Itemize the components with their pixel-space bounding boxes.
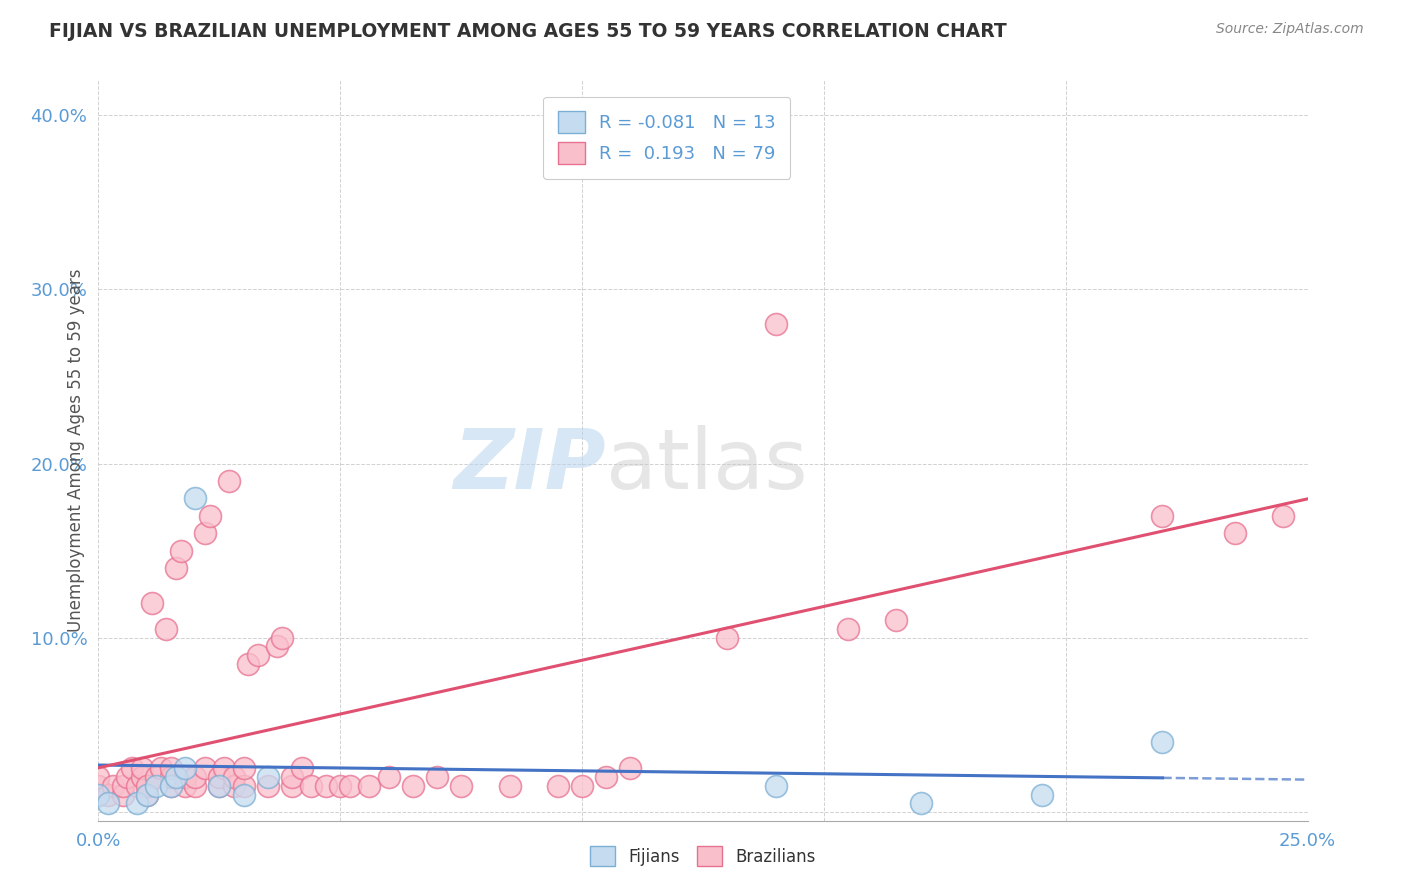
Point: [402, 779, 425, 793]
Point: [668, 143, 690, 157]
Point: [1223, 526, 1246, 541]
Point: [256, 770, 278, 784]
Point: [194, 761, 217, 775]
Legend: R = -0.081   N = 13, R =  0.193   N = 79: R = -0.081 N = 13, R = 0.193 N = 79: [543, 96, 790, 178]
Point: [299, 779, 322, 793]
Point: [571, 779, 593, 793]
Y-axis label: Unemployment Among Ages 55 to 59 years: Unemployment Among Ages 55 to 59 years: [66, 268, 84, 632]
Point: [194, 526, 217, 541]
Point: [87, 788, 110, 802]
Point: [150, 761, 173, 775]
Point: [121, 761, 143, 775]
Point: [547, 779, 569, 793]
Point: [238, 657, 260, 671]
Point: [184, 779, 207, 793]
Point: [208, 779, 231, 793]
Point: [87, 779, 110, 793]
Point: [87, 770, 110, 784]
Point: [1272, 508, 1295, 523]
Point: [426, 770, 449, 784]
Point: [765, 317, 787, 331]
Point: [169, 543, 191, 558]
Point: [141, 596, 163, 610]
Point: [256, 779, 278, 793]
Point: [145, 779, 167, 793]
Point: [212, 761, 235, 775]
Point: [218, 474, 240, 488]
Point: [111, 779, 134, 793]
Text: atlas: atlas: [606, 425, 808, 506]
Point: [377, 770, 399, 784]
Legend: Fijians, Brazilians: Fijians, Brazilians: [583, 839, 823, 873]
Point: [450, 779, 472, 793]
Point: [498, 779, 520, 793]
Point: [198, 508, 221, 523]
Point: [290, 761, 312, 775]
Point: [160, 779, 183, 793]
Point: [339, 779, 361, 793]
Point: [127, 796, 149, 810]
Point: [101, 779, 124, 793]
Text: FIJIAN VS BRAZILIAN UNEMPLOYMENT AMONG AGES 55 TO 59 YEARS CORRELATION CHART: FIJIAN VS BRAZILIAN UNEMPLOYMENT AMONG A…: [49, 22, 1007, 41]
Point: [837, 622, 859, 636]
Point: [247, 648, 270, 662]
Point: [232, 779, 254, 793]
Point: [1152, 735, 1174, 749]
Point: [595, 770, 617, 784]
Point: [1152, 508, 1174, 523]
Point: [271, 631, 294, 645]
Point: [232, 788, 254, 802]
Point: [315, 779, 337, 793]
Point: [1031, 788, 1053, 802]
Point: [222, 770, 245, 784]
Point: [97, 788, 120, 802]
Point: [765, 779, 787, 793]
Point: [135, 788, 157, 802]
Point: [716, 631, 738, 645]
Point: [135, 788, 157, 802]
Point: [222, 779, 245, 793]
Point: [281, 779, 304, 793]
Point: [910, 796, 932, 810]
Point: [87, 788, 110, 802]
Point: [329, 779, 352, 793]
Point: [111, 788, 134, 802]
Point: [131, 761, 153, 775]
Point: [155, 622, 177, 636]
Point: [117, 770, 139, 784]
Point: [127, 779, 149, 793]
Point: [174, 770, 197, 784]
Text: ZIP: ZIP: [454, 425, 606, 506]
Text: Source: ZipAtlas.com: Source: ZipAtlas.com: [1216, 22, 1364, 37]
Point: [619, 761, 641, 775]
Point: [208, 770, 231, 784]
Point: [184, 491, 207, 506]
Point: [208, 779, 231, 793]
Point: [174, 779, 197, 793]
Point: [97, 796, 120, 810]
Point: [135, 779, 157, 793]
Point: [886, 613, 908, 627]
Point: [145, 770, 167, 784]
Point: [266, 640, 288, 654]
Point: [232, 761, 254, 775]
Point: [165, 561, 187, 575]
Point: [160, 779, 183, 793]
Point: [160, 761, 183, 775]
Point: [281, 770, 304, 784]
Point: [174, 761, 197, 775]
Point: [359, 779, 381, 793]
Point: [160, 770, 183, 784]
Point: [131, 770, 153, 784]
Point: [184, 770, 207, 784]
Point: [165, 770, 187, 784]
